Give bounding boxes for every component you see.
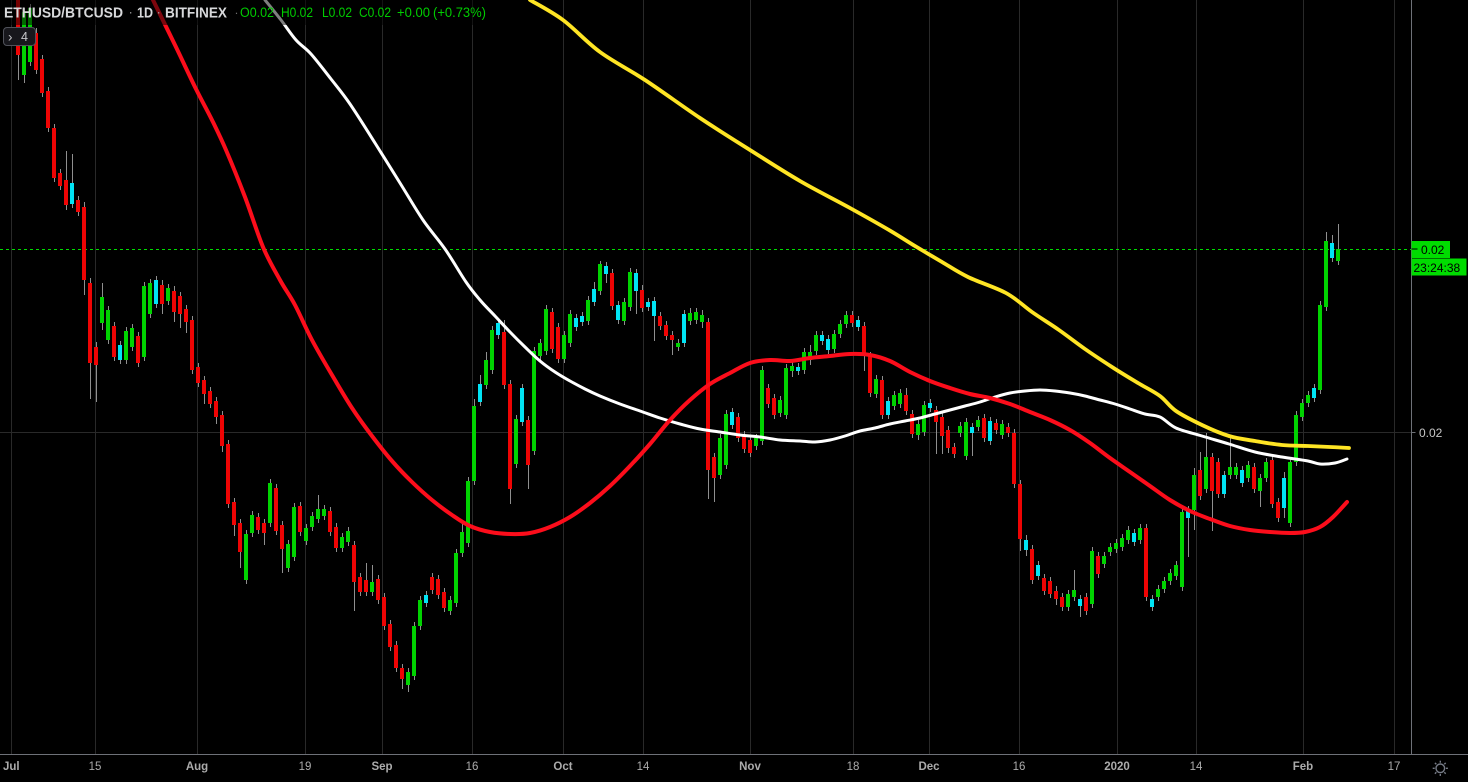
svg-text:0.02: 0.02	[1421, 243, 1445, 257]
svg-text:Sep: Sep	[371, 761, 392, 773]
svg-text:16: 16	[466, 761, 479, 773]
svg-text:1D: 1D	[137, 5, 153, 22]
svg-text:18: 18	[847, 761, 860, 773]
svg-text:14: 14	[637, 761, 650, 773]
svg-text:·: ·	[129, 5, 133, 20]
svg-text:Dec: Dec	[918, 761, 940, 773]
svg-text:Jul: Jul	[3, 761, 20, 773]
svg-text:Feb: Feb	[1293, 761, 1313, 773]
svg-text:·: ·	[157, 5, 161, 20]
svg-text:0.02: 0.02	[1419, 426, 1443, 440]
svg-text:·: ·	[235, 6, 239, 20]
svg-text:16: 16	[1013, 761, 1026, 773]
svg-text:BITFINEX: BITFINEX	[165, 5, 227, 22]
svg-text:2020: 2020	[1104, 761, 1130, 773]
svg-text:14: 14	[1190, 761, 1203, 773]
svg-text:17: 17	[1388, 761, 1401, 773]
svg-text:23:24:38: 23:24:38	[1414, 261, 1461, 275]
svg-text:ETHUSD/BTCUSD: ETHUSD/BTCUSD	[4, 5, 123, 22]
svg-text:C0.02: C0.02	[359, 5, 391, 20]
svg-text:Oct: Oct	[553, 761, 572, 773]
svg-text:H0.02: H0.02	[281, 5, 313, 20]
svg-text:Aug: Aug	[186, 761, 208, 773]
svg-text:Nov: Nov	[739, 761, 761, 773]
svg-text:L0.02: L0.02	[322, 5, 352, 20]
svg-text:(+0.73%): (+0.73%)	[433, 5, 486, 20]
svg-text:4: 4	[21, 30, 28, 44]
svg-text:19: 19	[299, 761, 312, 773]
svg-text:O0.02: O0.02	[240, 5, 274, 20]
svg-text:›: ›	[8, 30, 13, 45]
svg-text:+0.00: +0.00	[397, 5, 430, 20]
svg-text:15: 15	[89, 761, 102, 773]
